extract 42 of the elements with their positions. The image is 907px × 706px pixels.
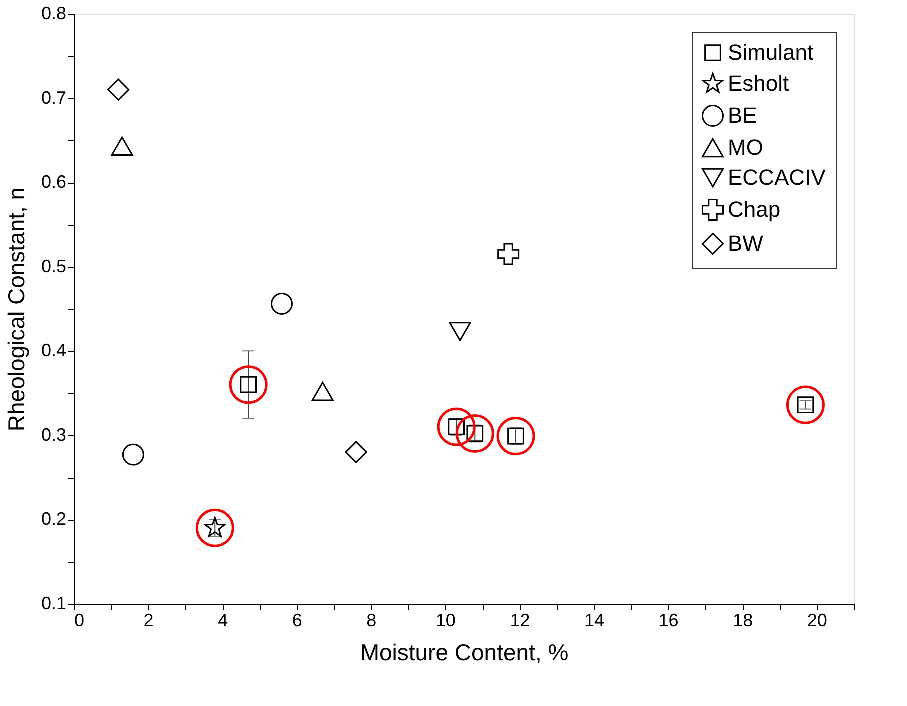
legend-label: ECCACIV: [728, 165, 826, 190]
y-tick-label: 0.5: [41, 256, 66, 276]
point: [496, 416, 536, 456]
point: [449, 322, 472, 342]
point: [271, 292, 293, 315]
point: [196, 508, 234, 548]
legend-label: Chap: [728, 197, 781, 222]
y-tick-label: 0.2: [41, 509, 66, 530]
point: [108, 78, 130, 101]
legend-label: Esholt: [728, 71, 790, 96]
point: [498, 243, 520, 266]
y-tick-label: 0.8: [41, 4, 66, 24]
x-tick-label: 8: [366, 610, 377, 630]
x-tick-label: 4: [218, 610, 228, 630]
x-tick-label: 10: [436, 610, 456, 630]
point: [437, 408, 476, 446]
y-axis-title: Rheological Constant, n: [3, 187, 30, 432]
x-tick-label: 20: [807, 610, 828, 630]
legend-label: BW: [728, 231, 764, 256]
legend-label: Simulant: [728, 40, 814, 65]
point: [111, 136, 134, 156]
y-tick-label: 0.6: [41, 172, 66, 192]
y-tick-label: 0.7: [41, 88, 66, 108]
x-tick-label: 6: [292, 610, 302, 630]
legend-label: BE: [728, 103, 758, 128]
point: [312, 382, 334, 402]
point: [122, 444, 144, 466]
x-tick-label: 14: [584, 610, 605, 630]
x-tick-label: 2: [144, 610, 154, 630]
x-tick-label: 12: [510, 610, 530, 630]
x-tick-label: 0: [74, 610, 85, 630]
x-tick-label: 18: [733, 610, 754, 630]
legend-label: MO: [728, 135, 764, 160]
x-tick-label: 16: [658, 610, 679, 630]
point: [345, 441, 368, 464]
point: [456, 414, 494, 454]
x-axis-title: Moisture Content, %: [360, 640, 569, 666]
y-tick-label: 0.3: [41, 424, 66, 445]
point: [786, 386, 825, 424]
point: [229, 366, 268, 404]
y-tick-label: 0.4: [41, 340, 66, 361]
y-tick-label: 0.1: [41, 594, 66, 614]
